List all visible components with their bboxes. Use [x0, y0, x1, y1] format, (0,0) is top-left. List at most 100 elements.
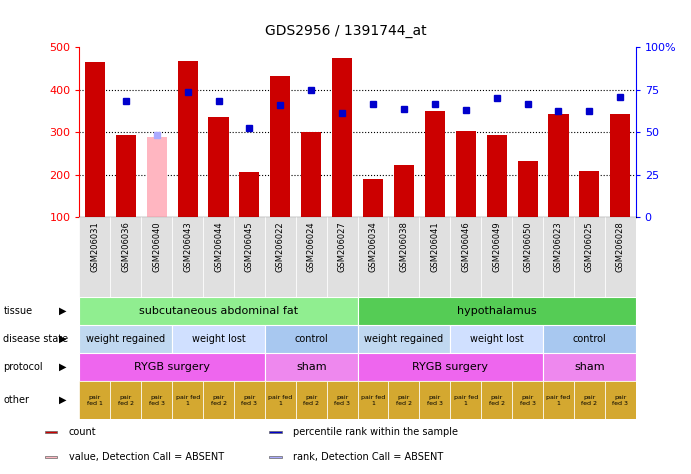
Bar	[79, 217, 111, 297]
Bar	[388, 381, 419, 419]
Bar	[358, 353, 543, 381]
Text: GSM206023: GSM206023	[554, 221, 563, 272]
Bar	[332, 58, 352, 217]
Text: pair fed
1: pair fed 1	[453, 395, 478, 406]
Text: value, Detection Call = ABSENT: value, Detection Call = ABSENT	[68, 452, 224, 462]
Text: pair
fed 2: pair fed 2	[396, 395, 412, 406]
Bar	[579, 171, 599, 217]
Text: other: other	[3, 395, 30, 405]
Text: ▶: ▶	[59, 362, 66, 372]
Bar	[549, 114, 569, 217]
Text: pair
fed 3: pair fed 3	[520, 395, 536, 406]
Text: pair fed
1: pair fed 1	[176, 395, 200, 406]
Text: tissue: tissue	[3, 306, 32, 316]
Bar	[265, 353, 358, 381]
Bar	[327, 217, 357, 297]
Bar	[605, 217, 636, 297]
Text: percentile rank within the sample: percentile rank within the sample	[293, 427, 458, 437]
Text: GSM206027: GSM206027	[338, 221, 347, 272]
Text: pair
fed 2: pair fed 2	[581, 395, 597, 406]
Bar	[419, 217, 451, 297]
Bar	[419, 381, 451, 419]
Bar	[543, 325, 636, 353]
Text: GSM206049: GSM206049	[492, 221, 501, 272]
Bar	[388, 217, 419, 297]
Bar	[172, 381, 203, 419]
Bar	[296, 381, 327, 419]
Bar	[543, 381, 574, 419]
Text: GSM206043: GSM206043	[183, 221, 192, 272]
Bar	[79, 297, 358, 325]
Text: control: control	[294, 334, 328, 344]
Text: pair
fed 2: pair fed 2	[118, 395, 134, 406]
Bar	[146, 137, 167, 217]
Bar	[394, 165, 414, 217]
Text: GSM206046: GSM206046	[462, 221, 471, 272]
Text: GSM206045: GSM206045	[245, 221, 254, 272]
Text: rank, Detection Call = ABSENT: rank, Detection Call = ABSENT	[293, 452, 444, 462]
Bar	[574, 217, 605, 297]
Text: protocol: protocol	[3, 362, 43, 372]
Bar	[269, 431, 282, 433]
Text: pair
fed 2: pair fed 2	[211, 395, 227, 406]
Bar	[451, 217, 481, 297]
Text: control: control	[572, 334, 606, 344]
Bar	[358, 297, 636, 325]
Bar	[451, 381, 481, 419]
Text: weight lost: weight lost	[470, 334, 524, 344]
Text: GSM206050: GSM206050	[523, 221, 532, 272]
Bar	[172, 217, 203, 297]
Text: RYGB surgery: RYGB surgery	[134, 362, 210, 372]
Bar	[605, 381, 636, 419]
Bar	[45, 431, 57, 433]
Bar	[270, 76, 290, 217]
Bar	[512, 381, 543, 419]
Bar	[358, 325, 451, 353]
Bar	[269, 456, 282, 457]
Text: pair
fed 3: pair fed 3	[334, 395, 350, 406]
Bar	[610, 114, 630, 217]
Text: count: count	[68, 427, 96, 437]
Text: sham: sham	[574, 362, 605, 372]
Bar	[481, 381, 512, 419]
Bar	[239, 172, 260, 217]
Bar	[203, 217, 234, 297]
Text: RYGB surgery: RYGB surgery	[413, 362, 489, 372]
Text: GDS2956 / 1391744_at: GDS2956 / 1391744_at	[265, 24, 426, 38]
Bar	[455, 131, 476, 217]
Bar	[265, 217, 296, 297]
Bar	[543, 353, 636, 381]
Bar	[296, 217, 327, 297]
Text: subcutaneous abdominal fat: subcutaneous abdominal fat	[139, 306, 298, 316]
Bar	[79, 353, 265, 381]
Bar	[141, 381, 172, 419]
Text: pair
fed 2: pair fed 2	[303, 395, 319, 406]
Bar	[486, 135, 507, 217]
Text: sham: sham	[296, 362, 327, 372]
Bar	[234, 217, 265, 297]
Text: GSM206025: GSM206025	[585, 221, 594, 272]
Text: GSM206038: GSM206038	[399, 221, 408, 272]
Bar	[574, 381, 605, 419]
Text: pair fed
1: pair fed 1	[361, 395, 385, 406]
Bar	[512, 217, 543, 297]
Text: pair fed
1: pair fed 1	[268, 395, 292, 406]
Bar	[141, 217, 172, 297]
Bar	[203, 381, 234, 419]
Text: ▶: ▶	[59, 334, 66, 344]
Text: GSM206031: GSM206031	[91, 221, 100, 272]
Bar	[178, 61, 198, 217]
Bar	[358, 381, 388, 419]
Bar	[45, 456, 57, 457]
Bar	[543, 217, 574, 297]
Bar	[481, 217, 512, 297]
Bar	[209, 118, 229, 217]
Bar	[265, 381, 296, 419]
Bar	[172, 325, 265, 353]
Bar	[79, 381, 111, 419]
Text: pair
fed 3: pair fed 3	[612, 395, 628, 406]
Bar	[265, 325, 358, 353]
Bar	[116, 135, 136, 217]
Text: GSM206041: GSM206041	[430, 221, 439, 272]
Bar	[111, 217, 141, 297]
